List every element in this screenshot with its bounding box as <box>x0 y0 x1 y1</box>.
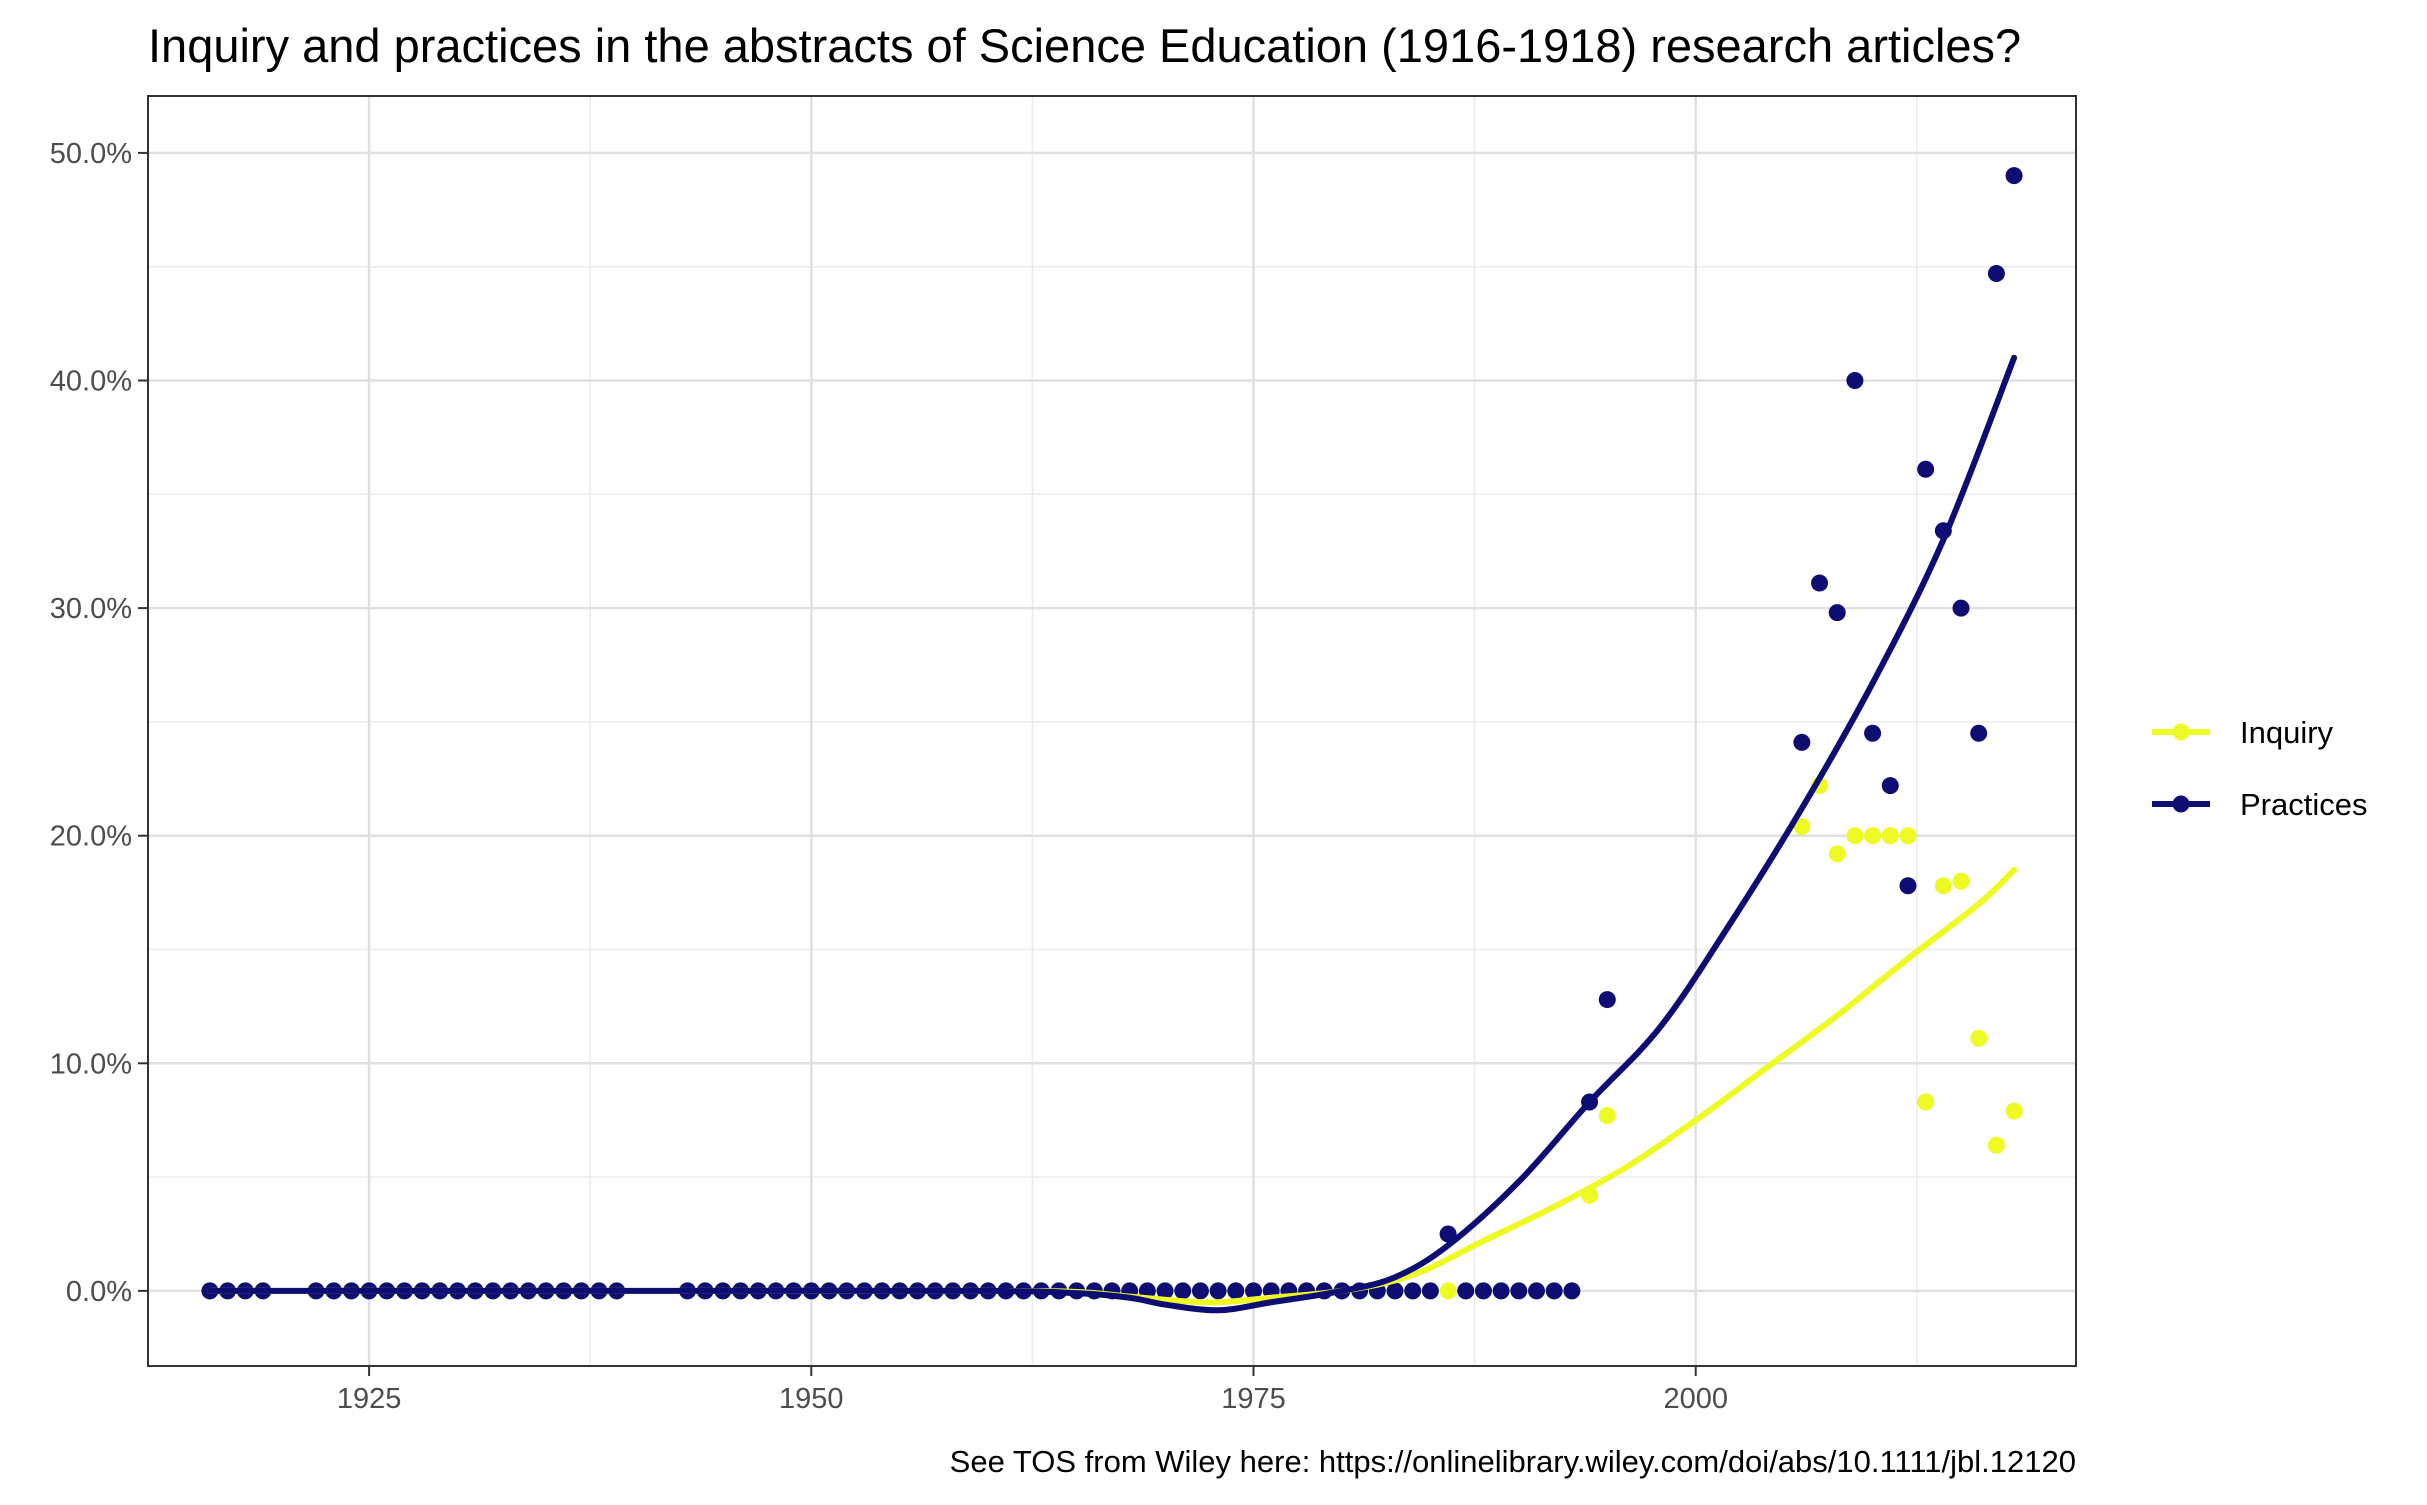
inquiry-point <box>1793 818 1811 836</box>
practices-point <box>1899 877 1917 895</box>
legend-item-practices: Practices <box>2152 787 2367 822</box>
practices-point <box>1987 265 2005 283</box>
inquiry-point <box>1899 827 1917 845</box>
inquiry-point <box>1952 872 1970 890</box>
practices-point <box>1404 1282 1422 1300</box>
inquiry-point <box>1970 1029 1988 1047</box>
legend-label: Practices <box>2240 787 2367 822</box>
practices-point <box>1421 1282 1439 1300</box>
inquiry-point <box>2005 1102 2023 1120</box>
practices-point <box>1970 724 1988 742</box>
practices-point <box>1846 371 1864 389</box>
practices-point <box>1474 1282 1492 1300</box>
chart-title: Inquiry and practices in the abstracts o… <box>148 19 2021 72</box>
practices-point <box>1174 1282 1192 1300</box>
inquiry-point <box>1598 1107 1616 1125</box>
x-tick-label: 1925 <box>337 1383 402 1415</box>
legend-key-point <box>2172 723 2190 741</box>
practices-point <box>1598 991 1616 1009</box>
inquiry-point <box>1439 1282 1457 1300</box>
legend-key-point <box>2172 795 2190 813</box>
legend: Inquiry Practices <box>2152 715 2367 822</box>
practices-point <box>1917 460 1935 478</box>
practices-point <box>1191 1282 1209 1300</box>
y-tick-label: 0.0% <box>66 1276 132 1308</box>
x-tick-label: 1950 <box>779 1383 844 1415</box>
practices-point <box>1227 1282 1245 1300</box>
inquiry-point <box>1934 877 1952 895</box>
inquiry-point <box>1917 1093 1935 1111</box>
practices-point <box>1492 1282 1510 1300</box>
practices-point <box>1545 1282 1563 1300</box>
legend-label: Inquiry <box>2240 715 2334 750</box>
practices-point <box>1811 574 1829 592</box>
practices-point <box>1793 733 1811 751</box>
practices-point <box>1828 604 1846 622</box>
practices-point <box>1864 724 1882 742</box>
x-tick-label: 1975 <box>1221 1383 1286 1415</box>
axis-layer: 1925 1950 1975 2000 0.0% 10.0% 20.0% 30.0% 40.0%… <box>50 138 1728 1415</box>
legend-item-inquiry: Inquiry <box>2152 715 2334 750</box>
practices-point <box>1881 777 1899 795</box>
practices-point <box>1156 1282 1174 1300</box>
practices-point <box>1245 1282 1263 1300</box>
series-practices-trend-line <box>206 354 2018 1314</box>
chart-caption: See TOS from Wiley here: https://onlinel… <box>950 1444 2076 1479</box>
practices-point <box>1563 1282 1581 1300</box>
y-tick-label: 50.0% <box>50 138 132 170</box>
practices-point <box>1510 1282 1528 1300</box>
practices-point <box>1528 1282 1546 1300</box>
practices-point <box>2005 167 2023 185</box>
practices-point <box>1457 1282 1475 1300</box>
inquiry-point <box>1828 845 1846 863</box>
inquiry-point <box>1881 827 1899 845</box>
inquiry-point <box>1987 1136 2005 1154</box>
series-layer <box>201 167 2023 1314</box>
y-tick-label: 40.0% <box>50 365 132 397</box>
plot-border <box>147 95 2077 1367</box>
practices-point <box>1386 1282 1404 1300</box>
practices-point <box>1952 599 1970 617</box>
y-tick-label: 20.0% <box>50 821 132 853</box>
x-tick-label: 2000 <box>1663 1383 1728 1415</box>
plot-panel <box>148 96 2076 1366</box>
y-tick-label: 10.0% <box>50 1048 132 1080</box>
inquiry-point <box>1864 827 1882 845</box>
grid-layer <box>147 96 2076 1366</box>
inquiry-point <box>1846 827 1864 845</box>
y-tick-label: 30.0% <box>50 593 132 625</box>
practices-point <box>1209 1282 1227 1300</box>
